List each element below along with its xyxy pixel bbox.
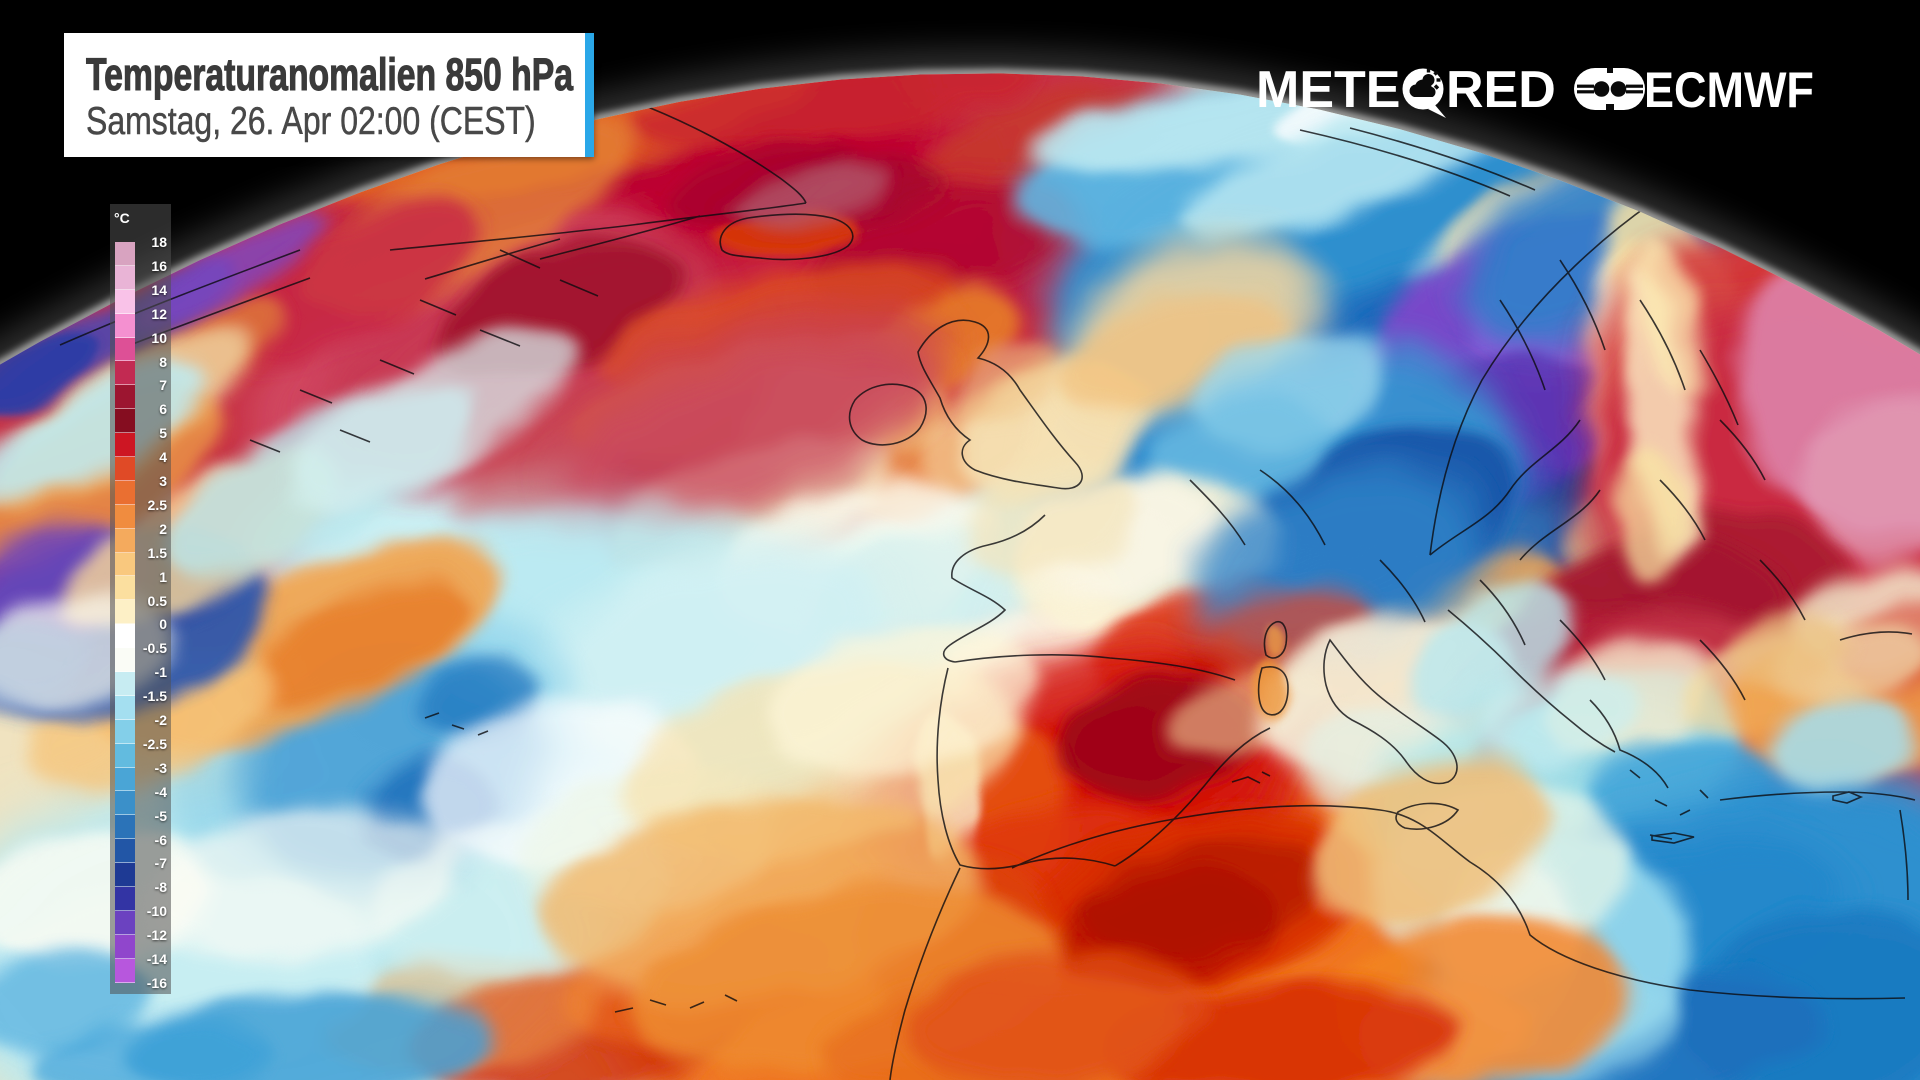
svg-text:RED: RED	[1446, 61, 1556, 119]
svg-text:METE: METE	[1256, 61, 1400, 119]
svg-text:ECMWF: ECMWF	[1644, 63, 1814, 119]
